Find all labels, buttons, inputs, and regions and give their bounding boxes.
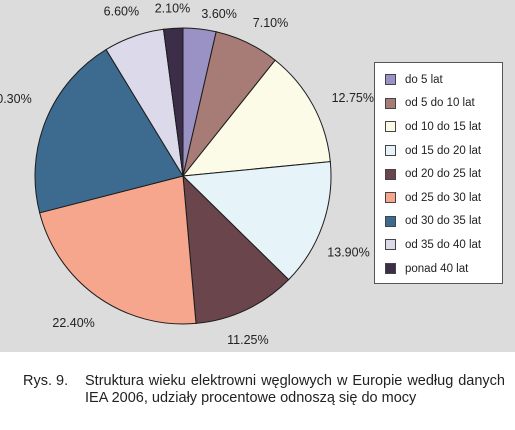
legend-swatch	[385, 239, 396, 251]
caption-prefix: Rys. 9.	[23, 373, 69, 389]
legend-label: od 30 do 35 lat	[405, 215, 482, 228]
legend-label: od 20 do 25 lat	[405, 168, 482, 181]
slice-label: 20.30%	[0, 92, 32, 106]
legend: do 5 lat od 5 do 10 lat od 10 do 15 lat od …	[374, 62, 503, 284]
legend-swatch	[385, 97, 396, 109]
legend-item: ponad 40 lat	[385, 257, 502, 281]
slice-label: 12.75%	[332, 91, 374, 105]
slice-label: 11.25%	[227, 333, 268, 347]
legend-swatch	[385, 215, 396, 227]
legend-item: od 30 do 35 lat	[385, 210, 502, 234]
chart-figure: 3.60% 7.10% 12.75% 13.90% 11.25% 22.40% 20.30%…	[0, 0, 515, 352]
slice-label: 22.40%	[52, 316, 94, 330]
legend-label: od 5 do 10 lat	[405, 97, 475, 110]
legend-label: od 35 do 40 lat	[405, 238, 482, 251]
legend-label: od 15 do 20 lat	[405, 144, 482, 157]
legend-label: od 25 do 30 lat	[405, 191, 482, 204]
legend-swatch	[385, 121, 396, 133]
slice-label: 2.10%	[155, 1, 190, 15]
legend-label: ponad 40 lat	[405, 262, 469, 275]
pie-slice	[182, 174, 290, 324]
pie-slice	[181, 161, 332, 281]
pie-chart: 3.60% 7.10% 12.75% 13.90% 11.25% 22.40% 20.30%…	[0, 1, 374, 347]
pie-slice	[162, 27, 184, 177]
slice-label: 6.60%	[104, 5, 139, 19]
legend-item: od 25 do 30 lat	[385, 186, 502, 210]
legend-swatch	[385, 74, 396, 86]
pie-slice	[34, 48, 184, 214]
legend-item: do 5 lat	[385, 68, 502, 92]
legend-swatch	[385, 168, 396, 180]
legend-item: od 15 do 20 lat	[385, 139, 502, 163]
caption-text: Struktura wieku elektrowni węglowych w E…	[85, 373, 505, 406]
pie-slice	[39, 175, 197, 325]
slice-label: 7.10%	[253, 16, 288, 30]
legend-label: do 5 lat	[405, 73, 443, 86]
legend-swatch	[385, 263, 396, 275]
legend-swatch	[385, 192, 396, 204]
legend-item: od 10 do 15 lat	[385, 115, 502, 139]
legend-item: od 5 do 10 lat	[385, 92, 502, 116]
legend-item: od 35 do 40 lat	[385, 233, 502, 257]
slice-label: 13.90%	[327, 246, 369, 260]
legend-label: od 10 do 15 lat	[405, 120, 482, 133]
pie-slice	[181, 59, 331, 177]
figure-caption: Rys. 9. Struktura wieku elektrowni węglo…	[23, 373, 505, 407]
slice-label: 3.60%	[201, 7, 236, 21]
legend-item: od 20 do 25 lat	[385, 162, 502, 186]
legend-swatch	[385, 145, 396, 157]
